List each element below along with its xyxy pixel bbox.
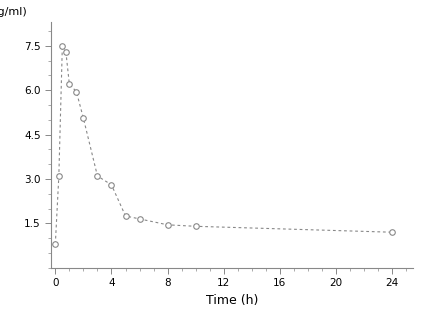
X-axis label: Time (h): Time (h) (206, 294, 258, 307)
Text: (ng/ml): (ng/ml) (0, 7, 27, 17)
